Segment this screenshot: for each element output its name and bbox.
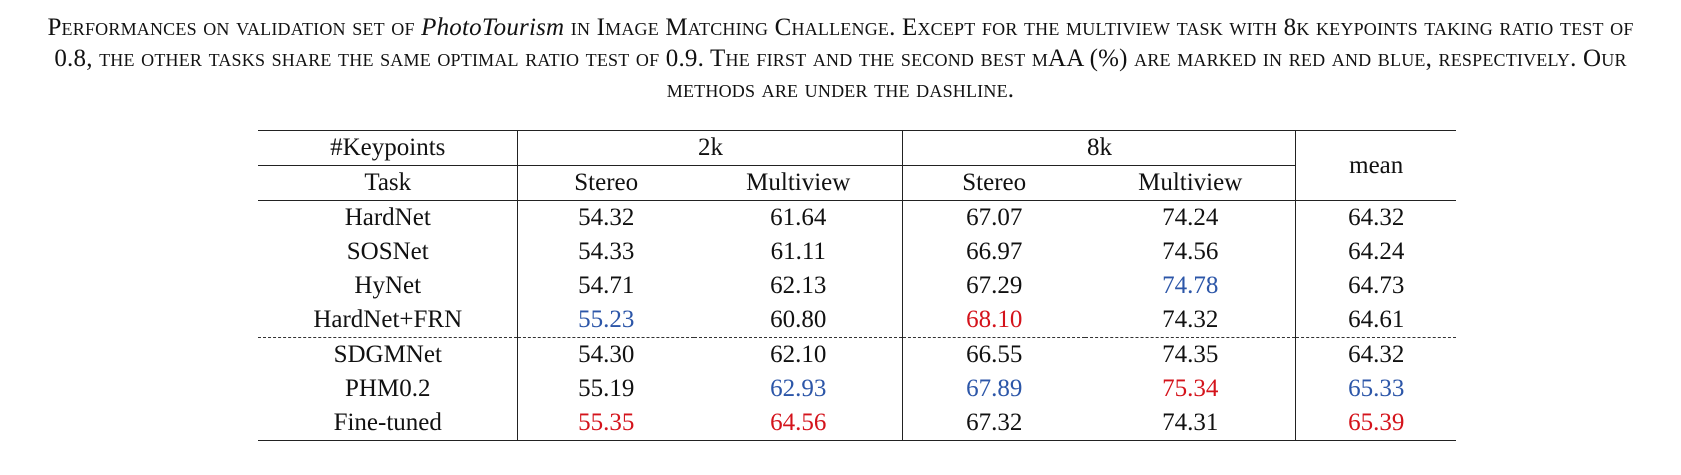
value-cell: 74.35 bbox=[1084, 337, 1297, 372]
table-row: Fine-tuned 55.35 64.56 67.32 74.31 65.39 bbox=[258, 406, 1456, 441]
mean-header: mean bbox=[1349, 151, 1404, 179]
method-cell: SOSNet bbox=[258, 235, 519, 269]
table-row: SOSNet 54.33 61.11 66.97 74.56 64.24 bbox=[258, 235, 1456, 269]
multiview-2k-header: Multiview bbox=[693, 165, 904, 201]
value-cell: 61.64 bbox=[693, 200, 904, 235]
value-cell: 74.32 bbox=[1084, 303, 1297, 338]
value-cell-best: 55.35 bbox=[578, 409, 635, 436]
method-cell: SDGMNet bbox=[258, 337, 519, 372]
method-cell: HardNet+FRN bbox=[258, 303, 519, 338]
value-cell-second-best: 67.89 bbox=[966, 375, 1023, 402]
value-cell: 60.80 bbox=[693, 303, 904, 338]
value-cell: 66.97 bbox=[966, 238, 1023, 265]
caption-text-2: in Image Matching Challenge. Except for … bbox=[54, 14, 1634, 103]
mean-cell: 64.32 bbox=[1295, 337, 1456, 372]
value-cell-second-best: 62.93 bbox=[693, 372, 904, 406]
group-8k-header: 8k bbox=[902, 130, 1297, 166]
stereo-2k-header: Stereo bbox=[574, 169, 639, 196]
value-cell-second-best: 74.78 bbox=[1084, 269, 1297, 303]
value-cell-best: 64.56 bbox=[693, 406, 904, 441]
keypoints-header: #Keypoints bbox=[258, 130, 519, 166]
mean-cell-second-best: 65.33 bbox=[1348, 375, 1405, 402]
caption-text-1: Performances on validation set of bbox=[47, 14, 422, 41]
header-row-keypoints: #Keypoints 2k 8k mean bbox=[258, 130, 1456, 179]
method-cell: HyNet bbox=[258, 269, 519, 303]
multiview-8k-header: Multiview bbox=[1084, 165, 1297, 201]
value-cell-best: 68.10 bbox=[966, 306, 1023, 333]
table-row: HardNet+FRN 55.23 60.80 68.10 74.32 64.6… bbox=[258, 303, 1456, 338]
mean-cell: 64.32 bbox=[1348, 204, 1405, 231]
value-cell: 54.32 bbox=[578, 204, 635, 231]
stereo-8k-header: Stereo bbox=[962, 169, 1027, 196]
mean-cell: 64.73 bbox=[1348, 272, 1405, 299]
value-cell: 55.19 bbox=[578, 375, 635, 402]
mean-cell: 64.24 bbox=[1348, 238, 1405, 265]
results-table: #Keypoints 2k 8k mean Task Stereo Multiv… bbox=[258, 130, 1456, 441]
group-2k-header: 2k bbox=[517, 130, 904, 166]
value-cell-best: 75.34 bbox=[1084, 372, 1297, 406]
table-row: SDGMNet 54.30 62.10 66.55 74.35 64.32 bbox=[258, 337, 1456, 372]
value-cell: 54.33 bbox=[578, 238, 635, 265]
value-cell: 67.07 bbox=[966, 204, 1023, 231]
value-cell: 67.32 bbox=[966, 409, 1023, 436]
value-cell: 74.31 bbox=[1084, 406, 1297, 441]
value-cell: 74.24 bbox=[1084, 200, 1297, 235]
table-row: PHM0.2 55.19 62.93 67.89 75.34 65.33 bbox=[258, 372, 1456, 406]
table-row: HardNet 54.32 61.64 67.07 74.24 64.32 bbox=[258, 200, 1456, 235]
mean-cell: 64.61 bbox=[1348, 306, 1405, 333]
value-cell: 54.71 bbox=[578, 272, 635, 299]
table-caption: Performances on validation set of PhotoT… bbox=[41, 12, 1641, 105]
results-table-wrap: #Keypoints 2k 8k mean Task Stereo Multiv… bbox=[258, 130, 1456, 441]
method-cell: HardNet bbox=[258, 200, 519, 235]
value-cell: 74.56 bbox=[1084, 235, 1297, 269]
caption-dataset: PhotoTourism bbox=[421, 14, 565, 41]
value-cell: 66.55 bbox=[902, 337, 1085, 372]
value-cell: 62.13 bbox=[693, 269, 904, 303]
header-row-task: Task Stereo Multiview Stereo Multiview bbox=[258, 165, 1456, 201]
table-row: HyNet 54.71 62.13 67.29 74.78 64.73 bbox=[258, 269, 1456, 303]
value-cell: 67.29 bbox=[966, 272, 1023, 299]
value-cell: 61.11 bbox=[693, 235, 904, 269]
method-cell: Fine-tuned bbox=[258, 406, 519, 441]
value-cell: 54.30 bbox=[517, 337, 694, 372]
method-cell: PHM0.2 bbox=[258, 372, 519, 406]
task-header: Task bbox=[258, 165, 519, 201]
mean-cell-best: 65.39 bbox=[1348, 409, 1405, 436]
value-cell-second-best: 55.23 bbox=[578, 306, 635, 333]
value-cell: 62.10 bbox=[693, 337, 904, 372]
